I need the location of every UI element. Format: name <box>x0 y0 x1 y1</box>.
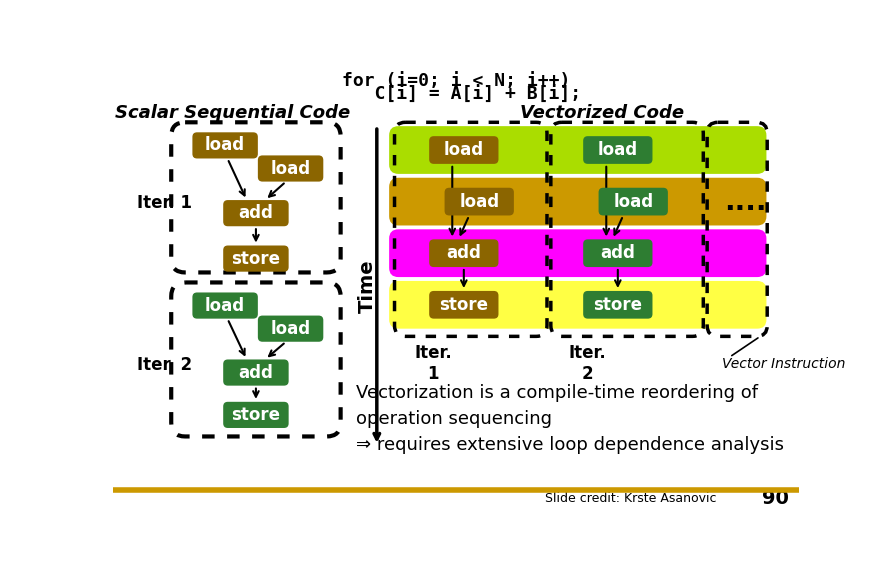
FancyBboxPatch shape <box>223 402 288 428</box>
FancyBboxPatch shape <box>223 360 288 386</box>
Text: add: add <box>447 244 481 262</box>
Text: ....: .... <box>724 188 767 215</box>
FancyBboxPatch shape <box>599 188 668 215</box>
FancyBboxPatch shape <box>223 200 288 226</box>
Text: Time: Time <box>358 259 377 313</box>
FancyBboxPatch shape <box>258 156 323 182</box>
Text: Iter.
1: Iter. 1 <box>414 344 452 383</box>
FancyBboxPatch shape <box>429 239 498 267</box>
Text: load: load <box>598 141 638 159</box>
FancyBboxPatch shape <box>583 291 652 319</box>
FancyBboxPatch shape <box>389 281 766 329</box>
Text: Vectorization is a compile-time reordering of
operation sequencing
⇒ requires ex: Vectorization is a compile-time reorderi… <box>356 384 784 454</box>
FancyBboxPatch shape <box>389 126 766 174</box>
Text: Scalar Sequential Code: Scalar Sequential Code <box>115 104 351 122</box>
Text: load: load <box>205 136 245 154</box>
Text: load: load <box>205 296 245 315</box>
FancyBboxPatch shape <box>583 136 652 164</box>
Text: Iter.
2: Iter. 2 <box>568 344 606 383</box>
Text: load: load <box>271 320 311 337</box>
Text: load: load <box>271 160 311 177</box>
Text: load: load <box>459 193 499 210</box>
FancyBboxPatch shape <box>192 292 258 319</box>
Text: Iter. 1: Iter. 1 <box>136 194 191 212</box>
FancyBboxPatch shape <box>583 239 652 267</box>
Text: add: add <box>601 244 635 262</box>
FancyBboxPatch shape <box>258 316 323 342</box>
Text: Iter. 2: Iter. 2 <box>136 356 191 374</box>
FancyBboxPatch shape <box>389 229 766 277</box>
Text: 90: 90 <box>762 488 789 507</box>
Text: store: store <box>440 296 489 314</box>
Text: Vector Instruction: Vector Instruction <box>722 357 846 371</box>
Text: add: add <box>239 204 273 222</box>
FancyBboxPatch shape <box>192 132 258 158</box>
Text: store: store <box>594 296 643 314</box>
Text: for (i=0; i < N; i++): for (i=0; i < N; i++) <box>342 72 570 89</box>
Text: add: add <box>239 364 273 381</box>
Text: Slide credit: Krste Asanovic: Slide credit: Krste Asanovic <box>545 491 716 504</box>
Text: C[i] = A[i] + B[i];: C[i] = A[i] + B[i]; <box>331 86 581 104</box>
Text: store: store <box>231 250 280 267</box>
Text: load: load <box>444 141 484 159</box>
Text: load: load <box>613 193 653 210</box>
Text: store: store <box>231 406 280 424</box>
FancyBboxPatch shape <box>389 178 766 226</box>
FancyBboxPatch shape <box>223 246 288 272</box>
FancyBboxPatch shape <box>429 136 498 164</box>
FancyBboxPatch shape <box>445 188 514 215</box>
FancyBboxPatch shape <box>429 291 498 319</box>
Text: Vectorized Code: Vectorized Code <box>521 104 684 122</box>
